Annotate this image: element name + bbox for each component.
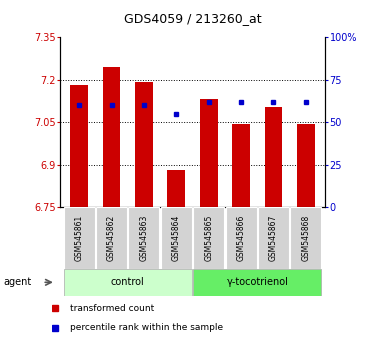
Bar xyxy=(161,207,192,269)
Text: GSM545867: GSM545867 xyxy=(269,215,278,261)
Bar xyxy=(102,67,121,207)
Bar xyxy=(70,85,88,207)
Bar xyxy=(64,207,95,269)
Bar xyxy=(264,107,283,207)
Text: agent: agent xyxy=(4,277,32,287)
Text: GSM545868: GSM545868 xyxy=(301,215,310,261)
Bar xyxy=(297,124,315,207)
Bar xyxy=(128,207,159,269)
Bar xyxy=(258,207,289,269)
Bar xyxy=(193,269,321,296)
Bar xyxy=(200,99,218,207)
Text: GSM545864: GSM545864 xyxy=(172,215,181,261)
Text: γ-tocotrienol: γ-tocotrienol xyxy=(226,277,288,287)
Bar xyxy=(135,82,153,207)
Text: GDS4059 / 213260_at: GDS4059 / 213260_at xyxy=(124,12,261,25)
Text: GSM545865: GSM545865 xyxy=(204,215,213,261)
Bar xyxy=(167,170,185,207)
Bar xyxy=(290,207,321,269)
Text: control: control xyxy=(111,277,145,287)
Bar xyxy=(226,207,257,269)
Text: transformed count: transformed count xyxy=(70,304,154,313)
Bar xyxy=(232,124,250,207)
Bar xyxy=(96,207,127,269)
Text: GSM545862: GSM545862 xyxy=(107,215,116,261)
Text: GSM545861: GSM545861 xyxy=(75,215,84,261)
Bar xyxy=(64,269,192,296)
Text: GSM545866: GSM545866 xyxy=(237,215,246,261)
Text: percentile rank within the sample: percentile rank within the sample xyxy=(70,323,223,332)
Bar xyxy=(193,207,224,269)
Text: GSM545863: GSM545863 xyxy=(139,215,148,261)
